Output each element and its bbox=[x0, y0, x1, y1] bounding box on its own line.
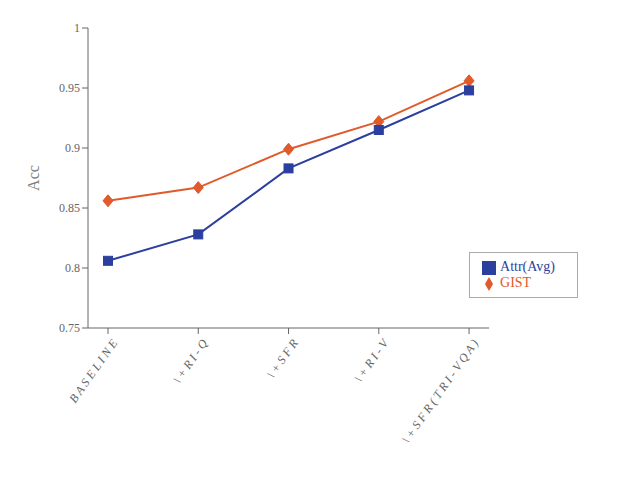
svg-text:\ + S F R ( T R I - V Q A ): \ + S F R ( T R I - V Q A ) bbox=[399, 337, 481, 446]
svg-text:0.85: 0.85 bbox=[59, 201, 80, 215]
svg-text:1: 1 bbox=[74, 21, 80, 35]
svg-text:0.8: 0.8 bbox=[65, 261, 80, 275]
svg-text:0.75: 0.75 bbox=[59, 321, 80, 335]
svg-text:Acc: Acc bbox=[25, 165, 42, 191]
svg-text:0.9: 0.9 bbox=[65, 141, 80, 155]
svg-text:\ + R I - V: \ + R I - V bbox=[351, 335, 392, 385]
html-text:Attr(Avg): Attr(Avg) bbox=[500, 259, 555, 274]
svg-text:\ + R I - Q: \ + R I - Q bbox=[170, 336, 211, 386]
html-text:GIST: GIST bbox=[500, 275, 532, 290]
svg-text:0.95: 0.95 bbox=[59, 81, 80, 95]
svg-text:B A S E L I N E: B A S E L I N E bbox=[66, 336, 120, 405]
svg-text:\ + S F R: \ + S F R bbox=[264, 336, 301, 381]
